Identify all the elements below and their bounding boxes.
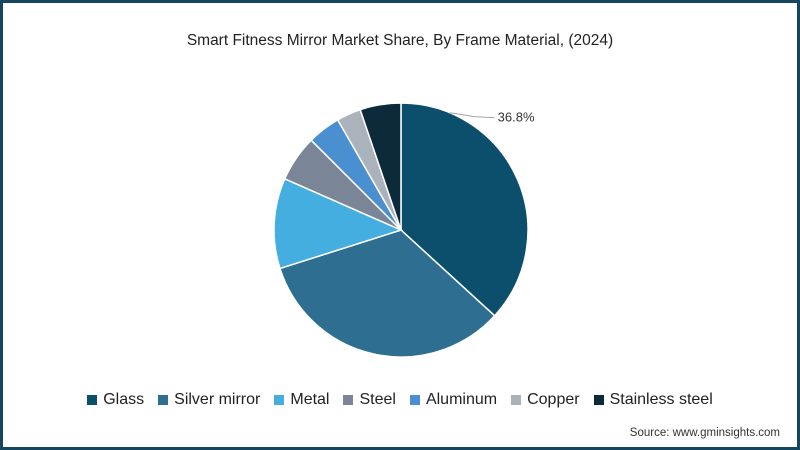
- pie-labels: 36.8%: [449, 110, 535, 125]
- label-leader-line: [449, 112, 495, 119]
- pie-slices: [273, 102, 529, 358]
- chart-title: Smart Fitness Mirror Market Share, By Fr…: [186, 32, 614, 49]
- source-note: Source: www.gminsights.com: [629, 427, 780, 439]
- pie-slice-stainless-steel: [359, 102, 402, 231]
- legend-item-aluminum: Aluminum: [409, 391, 498, 409]
- legend-swatch: [511, 395, 522, 405]
- legend-item-metal: Metal: [274, 391, 329, 409]
- pie-slice-silver-mirror: [279, 229, 496, 358]
- pie-slice-glass: [400, 102, 529, 317]
- legend-label: Stainless steel: [609, 391, 713, 408]
- legend: Glass Silver mirror Metal Steel Aluminum Copp…: [0, 391, 800, 409]
- legend-swatch: [87, 395, 98, 405]
- legend-item-steel: Steel: [343, 391, 396, 409]
- legend-label: Glass: [103, 391, 145, 408]
- legend-item-stainless-steel: Stainless steel: [593, 391, 713, 409]
- legend-item-copper: Copper: [511, 391, 580, 409]
- legend-swatch: [409, 395, 420, 405]
- legend-label: Silver mirror: [174, 391, 261, 408]
- legend-item-glass: Glass: [87, 391, 144, 409]
- pie-slice-metal: [273, 177, 404, 270]
- legend-label: Copper: [527, 391, 580, 408]
- legend-swatch: [274, 395, 285, 405]
- legend-label: Steel: [359, 391, 396, 408]
- legend-swatch: [343, 395, 354, 405]
- legend-swatch: [158, 395, 169, 405]
- legend-item-silver-mirror: Silver mirror: [158, 391, 260, 409]
- legend-label: Aluminum: [425, 391, 498, 408]
- data-label: 36.8%: [498, 110, 535, 125]
- legend-label: Metal: [290, 391, 330, 408]
- legend-swatch: [593, 395, 604, 405]
